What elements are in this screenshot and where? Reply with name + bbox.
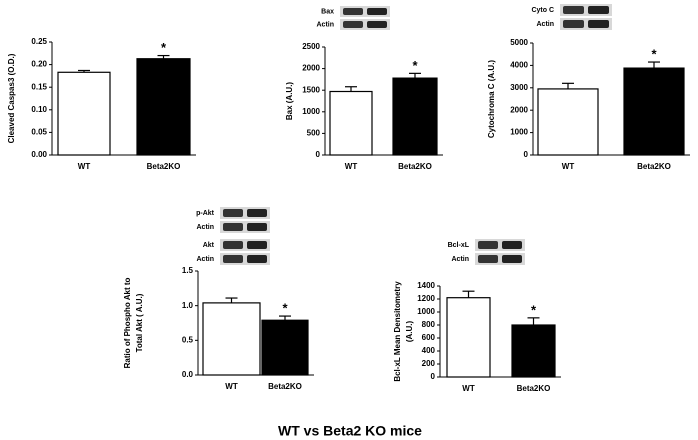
blot-band — [247, 255, 267, 263]
bar — [329, 90, 373, 156]
y-tick-label: 400 — [422, 346, 436, 355]
blot-label: p-Akt — [196, 210, 215, 217]
y-tick-label: 1.5 — [182, 266, 194, 275]
y-tick-label: 0.00 — [31, 150, 47, 159]
y-tick-label: 0.25 — [31, 37, 47, 46]
x-tick-label: Beta2KO — [398, 162, 432, 171]
blot-label: Akt — [203, 242, 215, 249]
blot-band — [478, 255, 498, 263]
y-axis-label: Bcl-xL Mean Densitometry — [393, 281, 402, 382]
y-tick-label: 3000 — [510, 83, 528, 92]
bar — [202, 302, 261, 376]
blot-band — [223, 223, 243, 231]
bar — [623, 67, 685, 156]
x-tick-label: Beta2KO — [268, 382, 302, 391]
significance-marker: * — [531, 302, 537, 317]
y-tick-label: 4000 — [510, 61, 528, 70]
bar — [261, 319, 309, 376]
figure-title: WT vs Beta2 KO mice — [278, 423, 422, 439]
y-tick-label: 800 — [422, 320, 436, 329]
blot-label: Cyto C — [531, 7, 554, 14]
blot-band — [343, 8, 363, 15]
y-tick-label: 0.05 — [31, 128, 47, 137]
blot-label: Bcl-xL — [448, 242, 470, 249]
x-tick-label: WT — [562, 162, 575, 171]
bar — [392, 77, 438, 156]
y-tick-label: 0.0 — [182, 370, 194, 379]
blot-band — [247, 241, 267, 249]
blot-band — [502, 241, 522, 249]
blot-strip — [340, 19, 390, 30]
x-tick-label: Beta2KO — [147, 162, 181, 171]
y-tick-label: 5000 — [510, 38, 528, 47]
y-tick-label: 1000 — [302, 107, 320, 116]
y-tick-label: 0 — [431, 372, 436, 381]
bar — [136, 58, 191, 156]
bar — [57, 71, 111, 156]
y-tick-label: 600 — [422, 333, 436, 342]
blot-label: Actin — [197, 256, 215, 263]
y-tick-label: 1000 — [417, 307, 435, 316]
blot-band — [223, 209, 243, 217]
y-axis-label: Total Akt ( A.U.) — [135, 293, 144, 352]
blot-band — [478, 241, 498, 249]
significance-marker: * — [412, 58, 418, 73]
y-axis-label: (A.U.) — [405, 321, 414, 343]
y-tick-label: 500 — [307, 129, 321, 138]
blot-band — [367, 21, 387, 28]
blot-band — [247, 223, 267, 231]
y-tick-label: 0.5 — [182, 335, 194, 344]
blot-band — [563, 20, 584, 28]
blot-label: Actin — [452, 256, 470, 263]
y-axis-label: Bax (A.U.) — [285, 82, 294, 121]
significance-marker: * — [282, 301, 288, 316]
y-axis-label: Cytochroma C (A.U.) — [487, 60, 496, 139]
y-tick-label: 0.15 — [31, 82, 47, 91]
y-tick-label: 0.20 — [31, 60, 47, 69]
y-tick-label: 1400 — [417, 281, 435, 290]
blot-band — [343, 21, 363, 28]
significance-marker: * — [161, 40, 167, 55]
y-tick-label: 0 — [524, 150, 529, 159]
y-tick-label: 1.0 — [182, 301, 194, 310]
blot-label: Actin — [537, 21, 555, 28]
blot-label: Bax — [321, 8, 334, 15]
bar — [537, 88, 599, 156]
y-tick-label: 1200 — [417, 294, 435, 303]
significance-marker: * — [651, 46, 657, 61]
blot-band — [223, 255, 243, 263]
x-tick-label: WT — [462, 384, 475, 393]
x-tick-label: WT — [225, 382, 238, 391]
blot-band — [502, 255, 522, 263]
blot-band — [367, 8, 387, 15]
blot-band — [588, 6, 609, 14]
blot-band — [223, 241, 243, 249]
y-tick-label: 0 — [316, 150, 321, 159]
x-tick-label: WT — [78, 162, 91, 171]
blot-label: Actin — [317, 21, 335, 28]
blot-band — [247, 209, 267, 217]
y-axis-label: Cleaved Caspas3 (O.D.) — [7, 53, 16, 143]
y-tick-label: 200 — [422, 359, 436, 368]
bar — [511, 324, 556, 378]
y-tick-label: 0.10 — [31, 105, 47, 114]
y-tick-label: 1000 — [510, 128, 528, 137]
blot-strip — [340, 6, 390, 17]
x-tick-label: WT — [345, 162, 358, 171]
blot-label: Actin — [197, 224, 215, 231]
y-tick-label: 1500 — [302, 85, 320, 94]
y-tick-label: 2500 — [302, 42, 320, 51]
bar — [446, 297, 491, 378]
y-tick-label: 2000 — [510, 105, 528, 114]
blot-band — [588, 20, 609, 28]
x-tick-label: Beta2KO — [517, 384, 551, 393]
y-tick-label: 2000 — [302, 64, 320, 73]
y-axis-label: Ratio of Phospho Akt to — [123, 277, 132, 368]
x-tick-label: Beta2KO — [637, 162, 671, 171]
blot-band — [563, 6, 584, 14]
